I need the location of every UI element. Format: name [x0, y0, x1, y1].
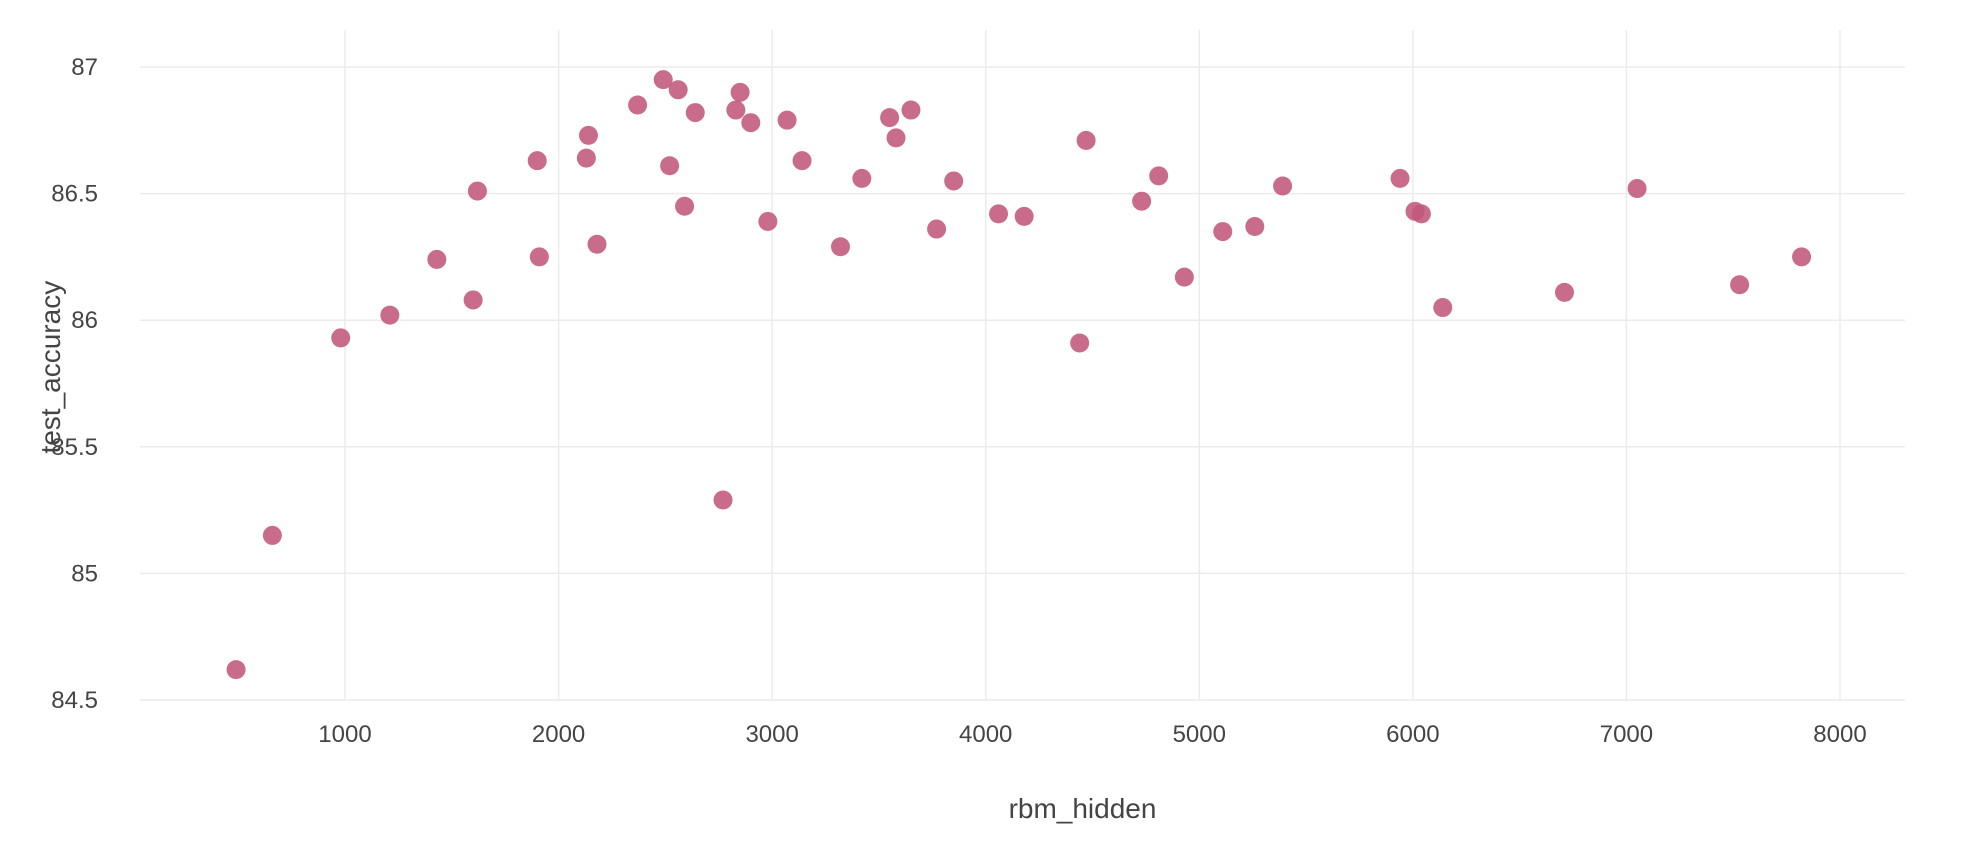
data-point: [527, 151, 547, 171]
data-point: [1070, 333, 1090, 353]
x-tick-label: 7000: [1600, 721, 1653, 748]
data-point: [1213, 222, 1233, 242]
x-gridlines: [344, 30, 1841, 700]
data-point: [587, 234, 607, 254]
data-point: [927, 219, 947, 239]
y-tick-labels: 84.5 85 85.5 86 86.5 87: [51, 54, 98, 714]
data-point: [578, 125, 598, 145]
data-point: [1730, 275, 1750, 295]
y-tick-label: 86.5: [51, 181, 98, 208]
data-point: [1076, 130, 1096, 150]
y-tick-label: 85.5: [51, 434, 98, 461]
data-point: [331, 328, 351, 348]
data-point: [852, 168, 872, 188]
data-point: [226, 660, 246, 680]
data-point: [1627, 179, 1647, 199]
data-point: [675, 196, 695, 216]
x-tick-label: 1000: [318, 721, 371, 748]
x-tick-label: 2000: [532, 721, 585, 748]
data-point: [726, 100, 746, 120]
data-point: [730, 82, 750, 102]
data-point: [380, 305, 400, 325]
data-point: [262, 525, 282, 545]
x-tick-label: 8000: [1813, 721, 1866, 748]
y-gridlines: [140, 66, 1905, 701]
data-point: [628, 95, 648, 115]
y-tick-label: 85: [71, 560, 98, 587]
data-point: [653, 70, 673, 90]
data-point: [463, 290, 483, 310]
y-tick-label: 84.5: [51, 687, 98, 714]
data-point: [467, 181, 487, 201]
data-point: [1390, 168, 1410, 188]
data-point: [880, 108, 900, 128]
y-tick-label: 86: [71, 307, 98, 334]
x-tick-label: 3000: [745, 721, 798, 748]
data-point: [830, 237, 850, 257]
data-point: [685, 103, 705, 123]
data-point: [713, 490, 733, 510]
data-point: [576, 148, 596, 168]
data-point: [758, 211, 778, 231]
data-point: [1273, 176, 1293, 196]
data-point: [1174, 267, 1194, 287]
data-point: [989, 204, 1009, 224]
data-point: [944, 171, 964, 191]
y-tick-label: 87: [71, 54, 98, 81]
x-tick-label: 6000: [1386, 721, 1439, 748]
data-point: [668, 80, 688, 100]
x-axis-title: rbm_hidden: [1009, 793, 1157, 824]
data-point: [901, 100, 921, 120]
data-point: [886, 128, 906, 148]
y-axis-title: test_accuracy: [35, 281, 66, 454]
data-point: [427, 249, 447, 269]
data-point: [660, 156, 680, 176]
data-point: [1792, 247, 1812, 267]
data-point: [792, 151, 812, 171]
data-point: [777, 110, 797, 130]
x-tick-label: 4000: [959, 721, 1012, 748]
data-point: [1433, 298, 1453, 318]
data-point: [1132, 191, 1152, 211]
data-point: [1014, 206, 1034, 226]
data-point: [1411, 204, 1431, 224]
data-point: [1245, 217, 1265, 237]
x-tick-label: 5000: [1173, 721, 1226, 748]
data-points: [226, 70, 1812, 680]
data-point: [741, 113, 761, 133]
x-tick-labels: 1000 2000 3000 4000 5000 6000 7000 8000: [318, 721, 1866, 748]
data-point: [529, 247, 549, 267]
data-point: [1554, 282, 1574, 302]
data-point: [1149, 166, 1169, 186]
